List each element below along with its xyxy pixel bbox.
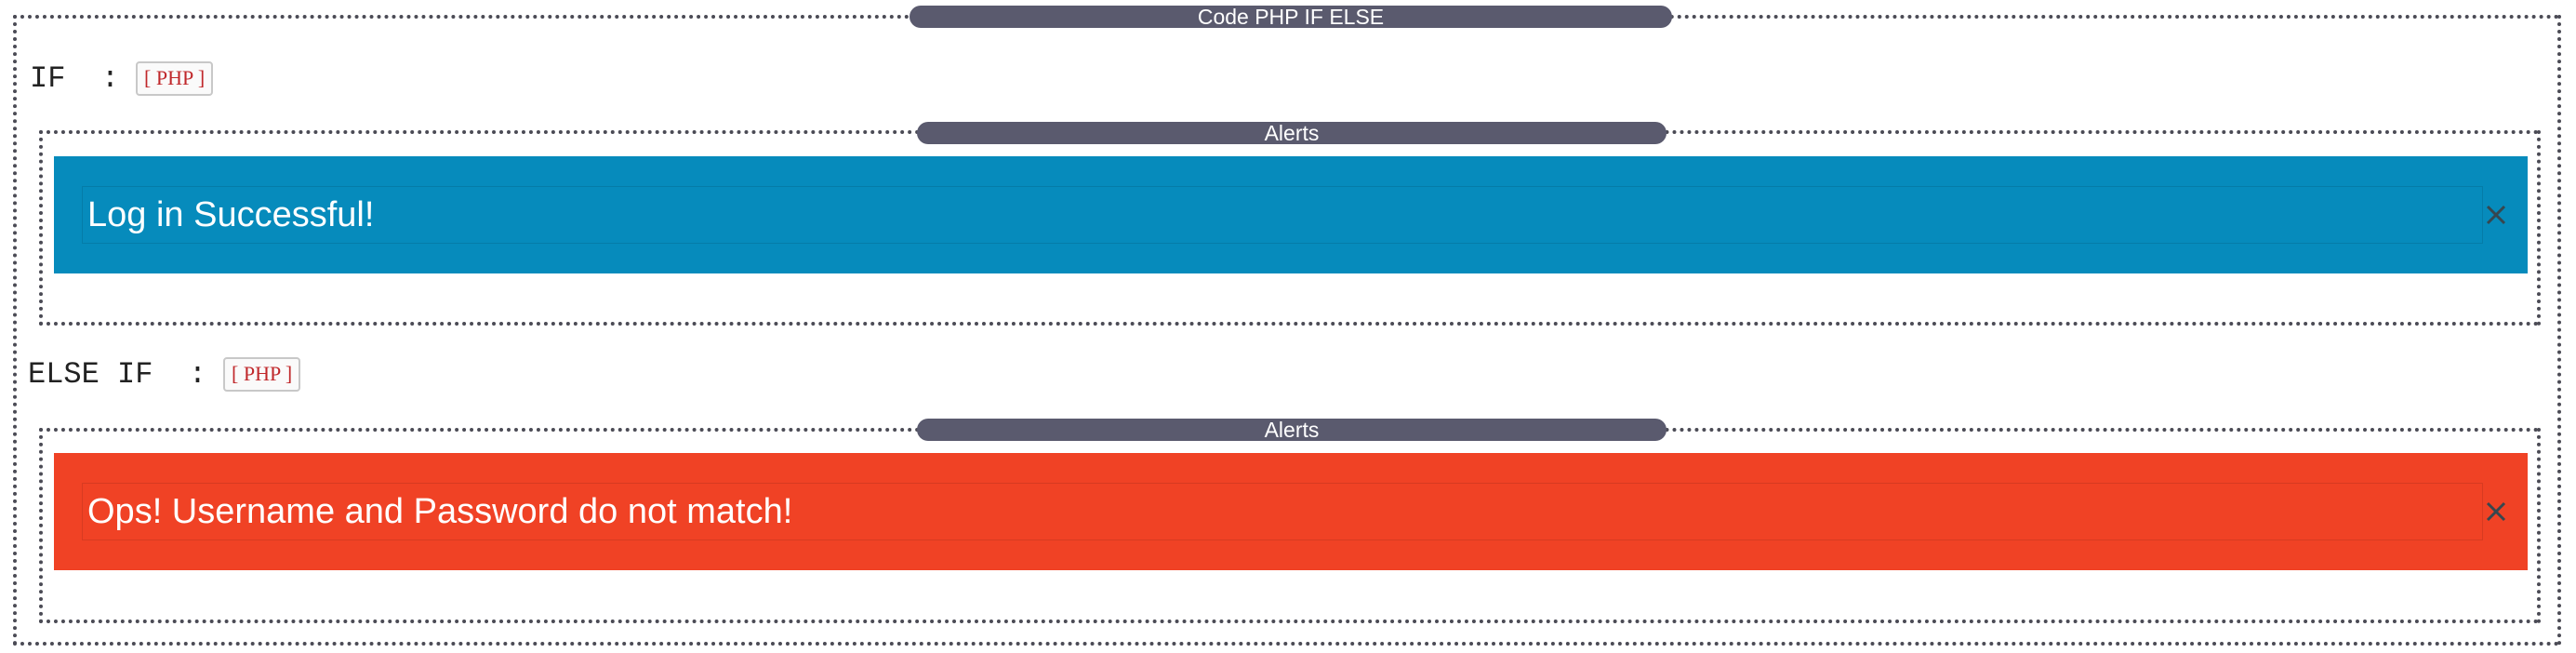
php-badge-link[interactable]: [ PHP ]: [223, 356, 301, 392]
close-icon[interactable]: [2477, 196, 2515, 233]
else-if-row: ELSE IF : [ PHP ]: [28, 353, 301, 394]
alert-message: Ops! Username and Password do not match!: [87, 491, 793, 531]
success-alert: Log in Successful!: [54, 156, 2528, 273]
else-if-label: ELSE IF :: [28, 356, 207, 392]
alert-message: Log in Successful!: [87, 194, 375, 234]
if-label: IF :: [30, 60, 120, 96]
alert-inner-border: [82, 186, 2483, 244]
php-badge-link[interactable]: [ PHP ]: [136, 60, 214, 96]
alerts-title-else-if: Alerts: [917, 419, 1666, 441]
alerts-title-if: Alerts: [917, 122, 1666, 144]
close-icon[interactable]: [2477, 493, 2515, 530]
if-row: IF : [ PHP ]: [30, 58, 214, 99]
error-alert: Ops! Username and Password do not match!: [54, 453, 2528, 570]
panel-title: Code PHP IF ELSE: [910, 6, 1672, 28]
